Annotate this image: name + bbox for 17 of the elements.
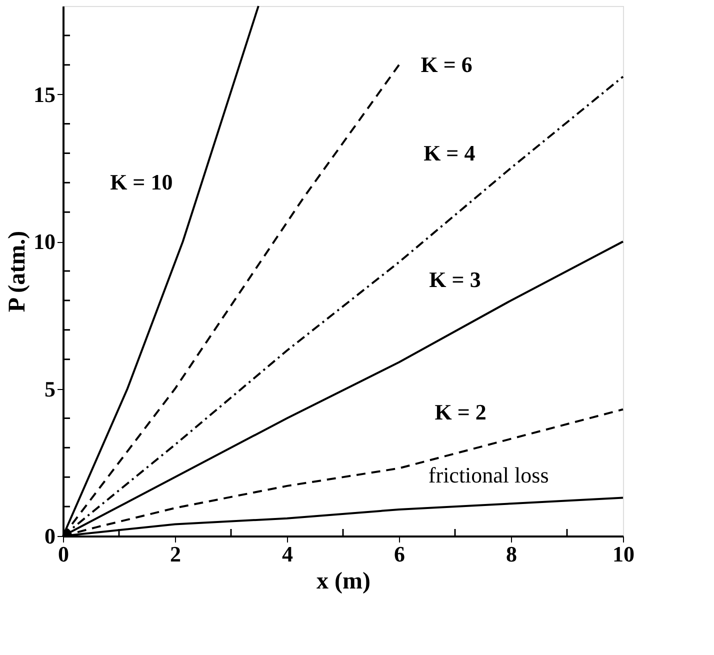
annotation: K = 3: [429, 267, 481, 292]
y-tick-label: 5: [44, 376, 56, 402]
annotation: K = 2: [434, 400, 486, 425]
y-tick-label: 0: [44, 524, 56, 548]
y-axis-title: P (atm.): [4, 230, 30, 312]
annotation: K = 10: [110, 169, 173, 194]
x-tick-label: 8: [506, 542, 517, 566]
annotation: K = 4: [424, 140, 476, 166]
annotation: frictional loss: [428, 462, 549, 488]
x-tick-label: 6: [394, 542, 405, 566]
annotation: K = 6: [420, 52, 472, 77]
x-axis-title: x (m): [316, 568, 370, 594]
x-tick-label: 2: [170, 542, 181, 566]
y-tick-label: 15: [34, 82, 56, 107]
x-tick-label: 10: [612, 542, 634, 566]
x-tick-label: 4: [282, 542, 293, 566]
y-tick-label: 10: [34, 229, 56, 254]
